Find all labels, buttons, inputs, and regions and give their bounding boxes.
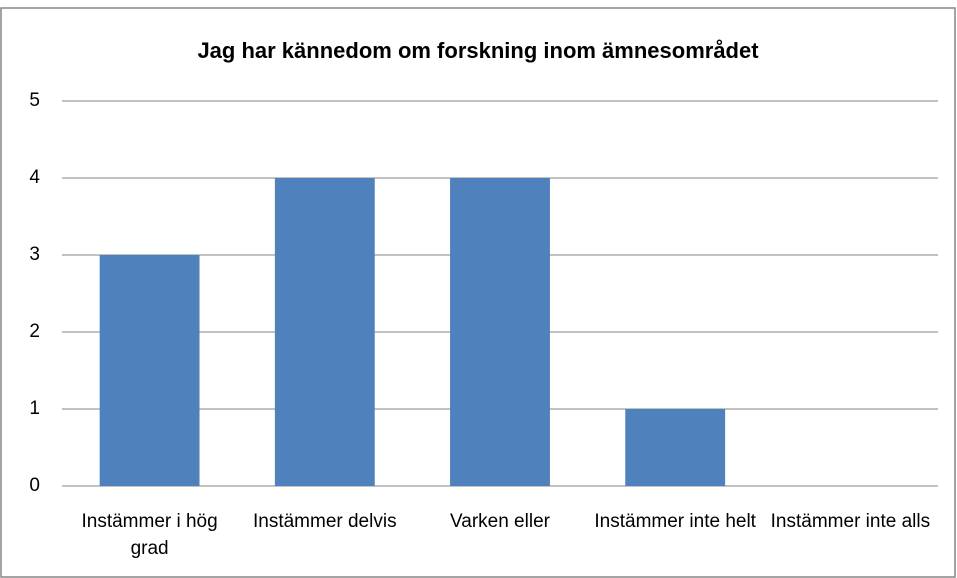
bar [274,178,375,486]
x-tick-label: Instämmer i hög grad [81,511,218,559]
y-tick-label: 3 [29,244,40,265]
y-tick-label: 1 [29,398,40,419]
y-tick-label: 4 [29,167,40,188]
x-tick-label: Instämmer delvis [252,511,397,532]
bar [450,178,550,486]
chart-title: Jag har kännedom om forskning inom ämnes… [197,38,759,63]
y-tick-label: 0 [29,475,40,496]
x-tick-label: Instämmer inte helt [594,511,756,532]
x-tick-label: Varken eller [449,511,550,532]
bar [625,409,726,486]
y-tick-label: 5 [29,90,40,111]
bar [99,255,200,486]
x-tick-label: Instämmer inte alls [770,511,931,532]
y-tick-label: 2 [29,321,40,342]
